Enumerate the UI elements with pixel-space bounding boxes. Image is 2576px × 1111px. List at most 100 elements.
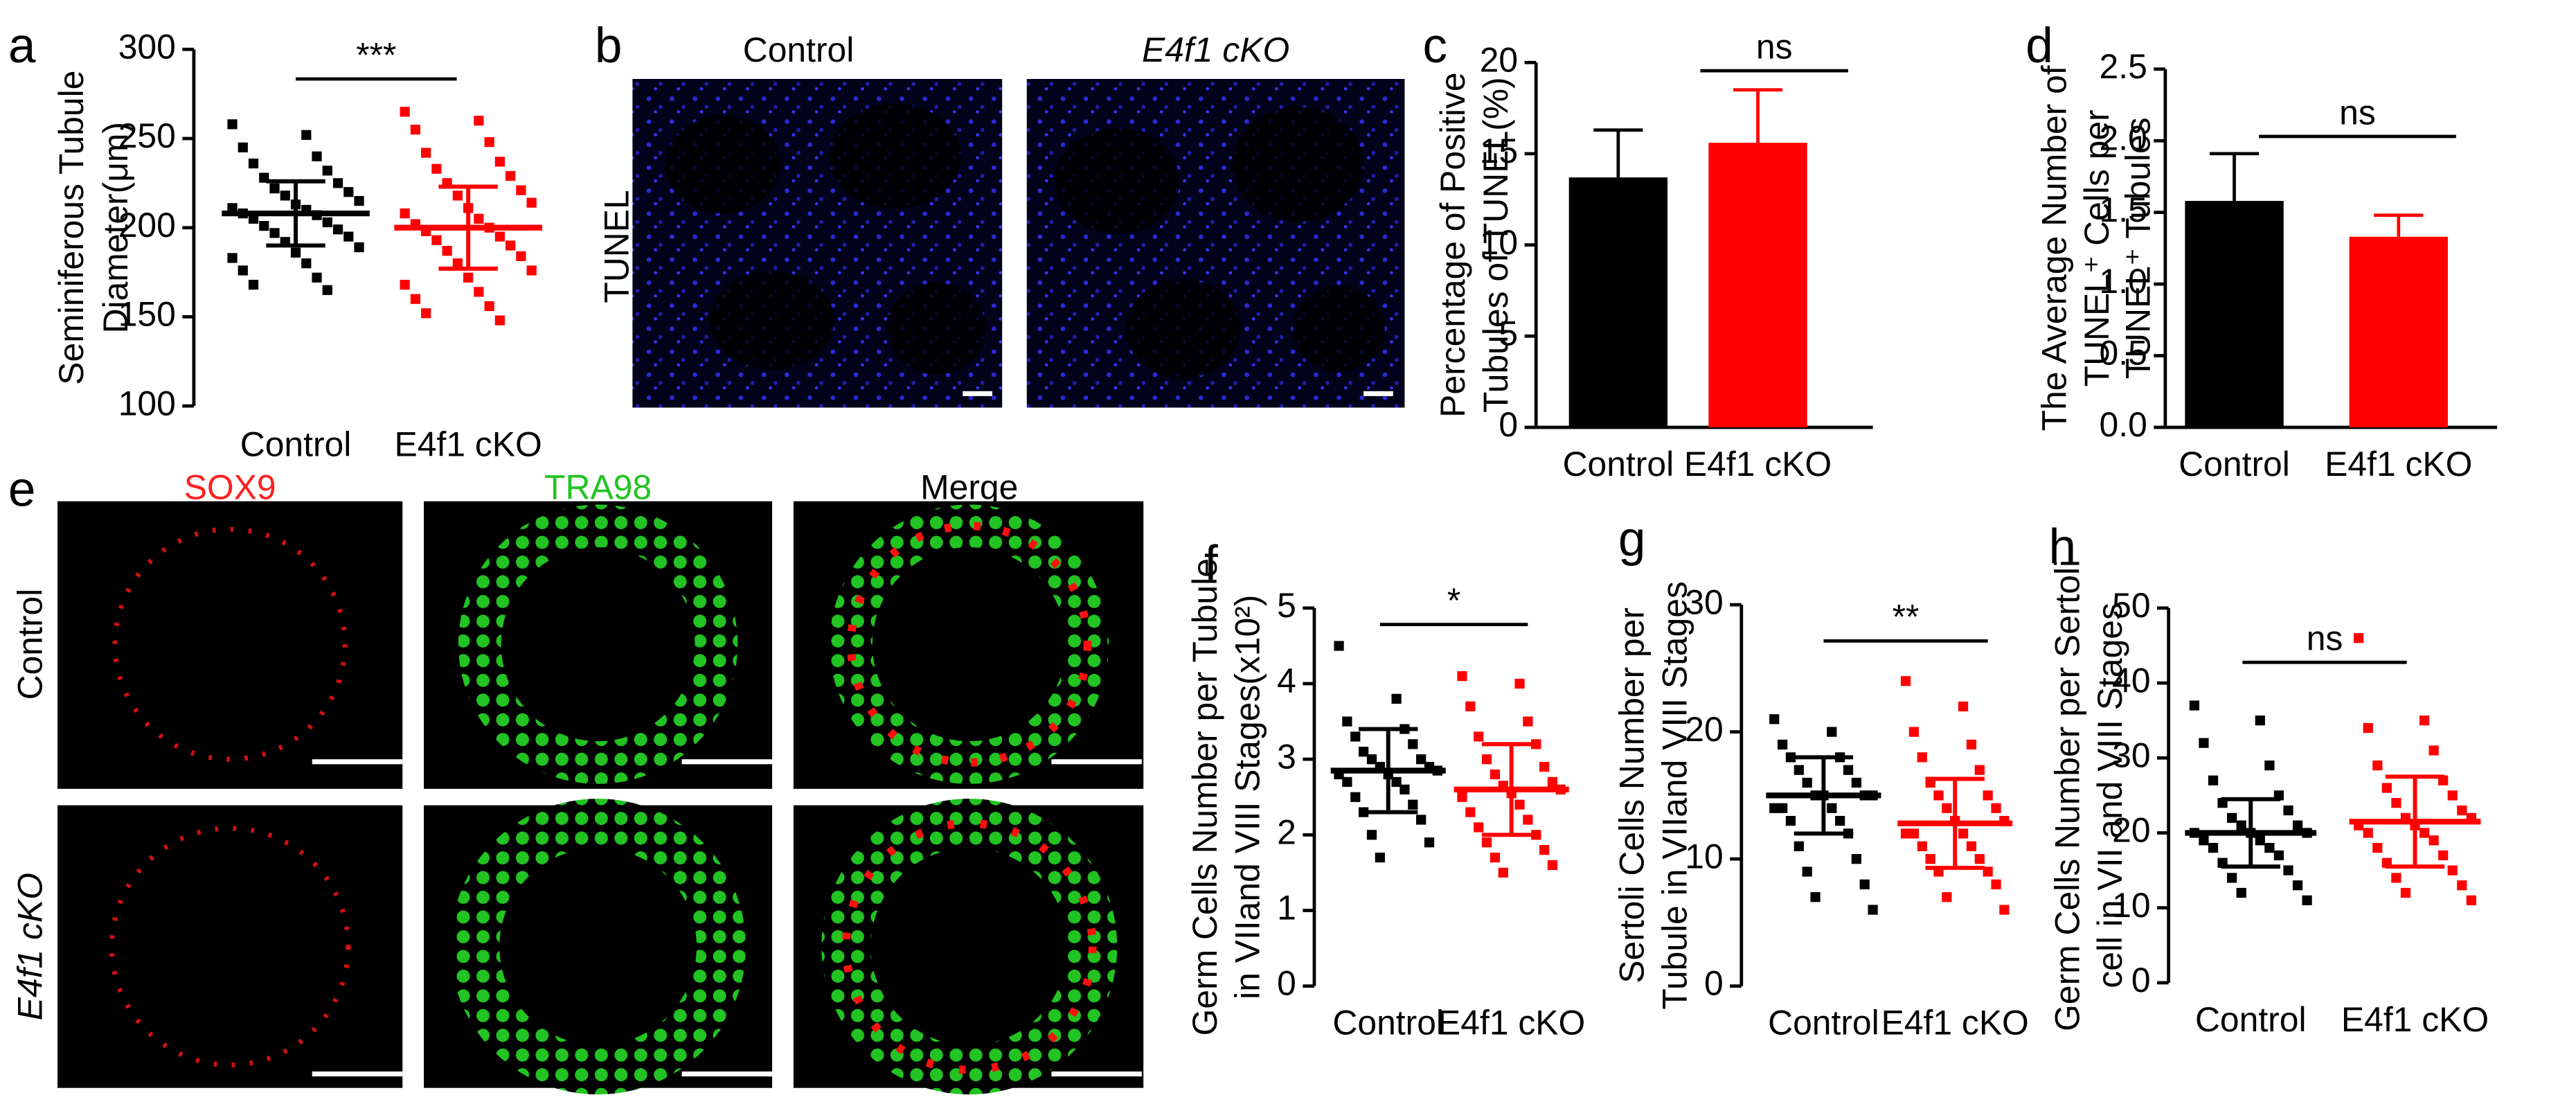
column-label: SOX9 xyxy=(184,468,276,506)
dot xyxy=(2273,850,2284,861)
dot xyxy=(400,107,410,117)
y-tick-label: 30 xyxy=(2112,736,2150,774)
dot xyxy=(1942,892,1952,903)
dot xyxy=(452,258,463,269)
dot xyxy=(2255,835,2265,846)
dot xyxy=(1474,731,1484,742)
dot xyxy=(1999,905,2010,915)
dot xyxy=(1925,853,1935,864)
dot xyxy=(1777,739,1788,750)
y-axis-label: Seminiferous Tubule xyxy=(52,71,91,385)
y-tick-label: 150 xyxy=(118,295,176,334)
dot xyxy=(269,228,280,238)
y-tick-label: 1.5 xyxy=(2100,190,2147,229)
dot xyxy=(421,148,431,158)
x-tick-label: E4f1 cKO xyxy=(1438,1004,1585,1042)
dot xyxy=(526,197,537,208)
dot xyxy=(2199,738,2209,748)
y-tick-label: 4 xyxy=(1277,661,1296,700)
dot xyxy=(2429,835,2439,846)
dot xyxy=(1334,641,1344,651)
dot xyxy=(301,130,312,140)
dot xyxy=(1868,905,1878,915)
dot xyxy=(332,178,343,188)
dot xyxy=(1794,765,1804,775)
x-tick-label: Control xyxy=(1332,1004,1444,1042)
y-tick-label: 300 xyxy=(118,27,176,66)
x-tick-label: E4f1 cKO xyxy=(1881,1004,2029,1042)
panel-letter: d xyxy=(2025,19,2053,73)
dot xyxy=(2391,873,2401,883)
y-tick-label: 200 xyxy=(118,206,176,245)
y-tick-label: 0 xyxy=(1704,964,1724,1003)
dot xyxy=(1539,845,1550,855)
y-tick-label: 100 xyxy=(118,384,176,423)
dot xyxy=(2372,842,2383,853)
dot xyxy=(1366,830,1377,840)
dot xyxy=(1802,777,1812,788)
dot xyxy=(516,185,526,195)
dot xyxy=(1424,837,1435,848)
dot xyxy=(248,279,259,290)
dot xyxy=(1917,841,1927,851)
y-tick-label: 1.0 xyxy=(2100,262,2147,301)
dot xyxy=(516,251,526,261)
dot xyxy=(484,137,494,148)
dot xyxy=(1539,761,1550,772)
dot xyxy=(227,203,238,213)
dot xyxy=(1983,790,1993,801)
bar xyxy=(2185,201,2284,427)
dot xyxy=(1366,754,1377,765)
dot xyxy=(2429,745,2439,756)
dot xyxy=(1523,815,1533,825)
dot xyxy=(1457,671,1467,682)
dot xyxy=(494,315,506,326)
dot xyxy=(238,265,248,276)
y-tick-label: 20 xyxy=(1480,40,1518,79)
dot xyxy=(494,157,506,167)
dot xyxy=(227,119,238,130)
panel-letter: g xyxy=(1618,512,1646,567)
dot xyxy=(2283,805,2293,816)
bar xyxy=(1568,177,1668,427)
dot xyxy=(301,258,312,269)
y-axis-label: in VIIand VIII Stages(x10²) xyxy=(1228,595,1267,999)
y-tick-label: 0 xyxy=(1499,405,1518,444)
column-label: Merge xyxy=(920,468,1018,506)
dot xyxy=(1481,754,1492,765)
dot xyxy=(2255,716,2265,726)
x-tick-label: Control xyxy=(2195,1000,2307,1039)
dot xyxy=(410,125,421,135)
dot xyxy=(506,170,516,181)
dot xyxy=(1391,693,1402,704)
dot xyxy=(354,242,364,253)
column-label: Control xyxy=(743,30,855,69)
dot xyxy=(2264,760,2275,771)
dot xyxy=(1785,752,1796,763)
dot xyxy=(1391,776,1402,788)
dot xyxy=(322,217,332,228)
significance-label: ** xyxy=(1893,598,1920,637)
dot xyxy=(463,272,474,283)
dot xyxy=(474,213,484,224)
y-tick-label: 5 xyxy=(1277,586,1296,625)
dot xyxy=(290,247,301,258)
dot xyxy=(1983,866,1993,877)
dot xyxy=(2457,880,2467,891)
dot xyxy=(259,221,269,231)
dot xyxy=(2363,722,2373,734)
dot xyxy=(269,183,280,194)
y-tick-label: 0 xyxy=(1277,964,1296,1003)
dot xyxy=(1900,676,1911,686)
y-tick-label: 20 xyxy=(2112,811,2150,850)
y-axis-label: Sertoli Cells Number per xyxy=(1613,607,1652,984)
bar xyxy=(2349,236,2448,427)
y-tick-label: 30 xyxy=(1685,583,1723,621)
dot xyxy=(2419,828,2430,838)
dot xyxy=(1859,879,1870,889)
dot xyxy=(1802,866,1812,877)
dot xyxy=(2354,633,2364,643)
dot xyxy=(2283,865,2293,876)
y-axis-label: cell in VII and VIII Stages xyxy=(2091,603,2129,988)
